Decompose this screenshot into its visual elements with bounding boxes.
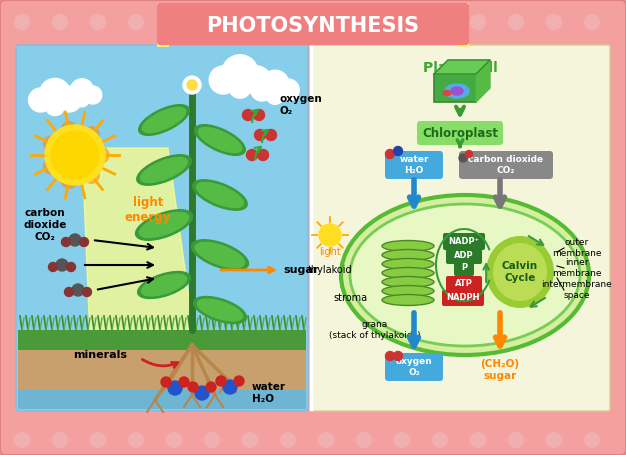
Text: minerals: minerals (73, 350, 127, 360)
FancyBboxPatch shape (446, 248, 482, 264)
Text: oxygen
O₂: oxygen O₂ (280, 94, 323, 116)
Circle shape (433, 15, 448, 30)
Ellipse shape (193, 297, 247, 324)
Circle shape (183, 76, 201, 94)
Circle shape (247, 150, 257, 161)
Ellipse shape (197, 299, 242, 321)
Text: inner
membrane: inner membrane (552, 258, 602, 278)
Circle shape (56, 259, 68, 271)
FancyBboxPatch shape (157, 3, 469, 45)
Text: light
energy: light energy (125, 196, 171, 224)
Circle shape (206, 382, 216, 392)
Ellipse shape (198, 127, 242, 152)
FancyBboxPatch shape (16, 45, 308, 411)
Ellipse shape (195, 243, 245, 268)
Ellipse shape (138, 105, 189, 135)
Text: light: light (319, 247, 341, 257)
Text: carbon dioxide
CO₂: carbon dioxide CO₂ (468, 155, 543, 175)
Polygon shape (82, 148, 195, 340)
Circle shape (83, 288, 91, 297)
Circle shape (84, 86, 102, 104)
Circle shape (266, 87, 284, 104)
FancyBboxPatch shape (446, 276, 482, 292)
Text: oxygen
O₂: oxygen O₂ (396, 357, 433, 377)
Bar (18, 330, 306, 390)
Text: Plant Cell: Plant Cell (423, 61, 498, 75)
Circle shape (161, 377, 171, 387)
FancyBboxPatch shape (310, 45, 610, 411)
Circle shape (394, 15, 409, 30)
Circle shape (168, 381, 182, 395)
Circle shape (585, 15, 600, 30)
Ellipse shape (382, 249, 434, 261)
Circle shape (69, 234, 81, 246)
Text: water
H₂O: water H₂O (252, 382, 286, 404)
Circle shape (254, 110, 265, 121)
Circle shape (260, 70, 289, 99)
Circle shape (14, 15, 29, 30)
Circle shape (187, 80, 197, 90)
Circle shape (386, 352, 394, 360)
Text: intermembrane
space: intermembrane space (541, 280, 612, 300)
Ellipse shape (382, 268, 434, 278)
FancyBboxPatch shape (442, 290, 484, 306)
Circle shape (45, 125, 105, 185)
Ellipse shape (443, 91, 451, 96)
Circle shape (223, 380, 237, 394)
Ellipse shape (382, 285, 434, 297)
FancyBboxPatch shape (457, 3, 469, 47)
Circle shape (255, 130, 265, 141)
Circle shape (209, 66, 237, 94)
Text: carbon
dioxide
CO₂: carbon dioxide CO₂ (23, 208, 67, 242)
Circle shape (14, 433, 29, 448)
Circle shape (58, 88, 81, 112)
Circle shape (228, 76, 251, 98)
Circle shape (195, 386, 209, 400)
Circle shape (61, 121, 77, 138)
Ellipse shape (341, 195, 589, 355)
Ellipse shape (141, 157, 187, 182)
Text: thylakoid: thylakoid (308, 265, 352, 275)
Ellipse shape (445, 84, 469, 98)
Text: Chloroplast: Chloroplast (422, 126, 498, 140)
Circle shape (53, 15, 68, 30)
Ellipse shape (141, 274, 187, 296)
Circle shape (93, 147, 109, 163)
Circle shape (29, 88, 53, 112)
Text: grana
(stack of thylakoids): grana (stack of thylakoids) (329, 320, 421, 340)
Text: water
H₂O: water H₂O (399, 155, 429, 175)
Circle shape (433, 433, 448, 448)
Circle shape (508, 433, 523, 448)
FancyBboxPatch shape (454, 261, 474, 276)
Circle shape (91, 433, 106, 448)
Circle shape (459, 154, 467, 162)
Circle shape (471, 15, 486, 30)
Circle shape (64, 288, 73, 297)
Polygon shape (476, 60, 490, 102)
Circle shape (167, 15, 182, 30)
Circle shape (257, 150, 269, 161)
Circle shape (128, 15, 143, 30)
FancyBboxPatch shape (385, 353, 443, 381)
Circle shape (585, 433, 600, 448)
Circle shape (222, 55, 258, 91)
Circle shape (39, 78, 71, 110)
Text: outer
membrane: outer membrane (552, 238, 602, 258)
Circle shape (280, 433, 295, 448)
Circle shape (61, 172, 77, 188)
Circle shape (167, 433, 182, 448)
Circle shape (394, 147, 403, 156)
Circle shape (319, 15, 334, 30)
Ellipse shape (382, 241, 434, 252)
Circle shape (242, 110, 254, 121)
Polygon shape (434, 60, 490, 74)
Ellipse shape (142, 107, 185, 132)
Ellipse shape (192, 240, 249, 270)
Text: (CH₂O)
sugar: (CH₂O) sugar (480, 359, 520, 381)
Ellipse shape (195, 125, 245, 155)
Ellipse shape (140, 212, 188, 238)
Circle shape (62, 86, 80, 104)
Ellipse shape (350, 204, 580, 346)
FancyBboxPatch shape (443, 233, 485, 250)
